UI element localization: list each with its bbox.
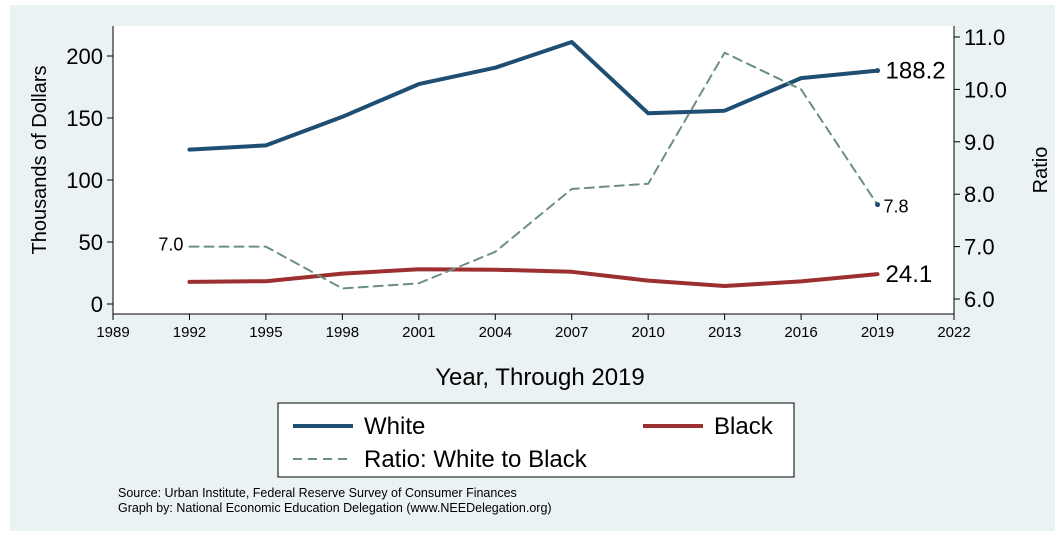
legend-label-white: White [364,413,425,440]
label-ratio-start: 7.0 [158,235,183,255]
x-tick-label: 2001 [402,324,435,341]
y-right-tick-label: 8.0 [964,182,995,207]
y-right-tick-label: 10.0 [964,77,1007,102]
y-left-tick-label: 0 [91,292,103,317]
x-axis-title: Year, Through 2019 [435,364,645,391]
end-marker-white [875,68,881,74]
y-left-tick-label: 100 [66,168,103,193]
label-white-end: 188.2 [886,58,946,85]
x-tick-label: 2010 [631,324,664,341]
legend: White Black Ratio: White to Black [277,402,795,478]
x-tick-label: 1995 [249,324,282,341]
legend-label-ratio: Ratio: White to Black [364,446,588,473]
label-ratio-end: 7.8 [884,197,909,217]
x-tick-label: 2022 [937,324,970,341]
y-left-tick-label: 200 [66,44,103,69]
y-right-tick-label: 7.0 [964,235,995,260]
series-layer [187,40,881,290]
y-left-tick-label: 50 [79,230,103,255]
source-line-2: Graph by: National Economic Education De… [118,501,552,515]
x-tick-label: 2004 [479,324,512,341]
series-line-black [187,267,880,288]
y-left-tick-label: 150 [66,106,103,131]
x-tick-label: 2016 [784,324,817,341]
y-right-tick-label: 6.0 [964,287,995,312]
axes: 0 50 100 150 200 6.0 7.0 8.0 9.0 10.0 11.0 1989 1992… [66,25,1007,341]
series-line-ratio-white-to-black [188,51,879,290]
y-right-tick-label: 9.0 [964,130,995,155]
y-axis-right-title: Ratio [1030,147,1052,194]
x-tick-label: 2007 [555,324,588,341]
y-right-tick-label: 11.0 [964,25,1005,50]
plot-area [113,26,954,314]
x-tick-label: 1989 [96,324,129,341]
x-tick-label: 1992 [173,324,206,341]
x-tick-label: 2013 [708,324,741,341]
legend-label-black: Black [714,413,774,440]
label-black-end: 24.1 [886,261,933,288]
x-tick-label: 1998 [326,324,359,341]
source-line-1: Source: Urban Institute, Federal Reserve… [118,486,517,500]
x-tick-label: 2019 [861,324,894,341]
line-chart: 0 50 100 150 200 6.0 7.0 8.0 9.0 10.0 11.0 1989 1992… [29,25,1052,515]
end-marker-ratio [875,202,881,208]
series-line-white [187,40,880,152]
legend-box [277,402,795,478]
chart-container: 0 50 100 150 200 6.0 7.0 8.0 9.0 10.0 11.0 1989 1992… [10,5,1055,531]
labels-layer: 188.2 24.1 7.8 7.0 [158,58,945,288]
y-axis-left-title: Thousands of Dollars [29,66,51,255]
